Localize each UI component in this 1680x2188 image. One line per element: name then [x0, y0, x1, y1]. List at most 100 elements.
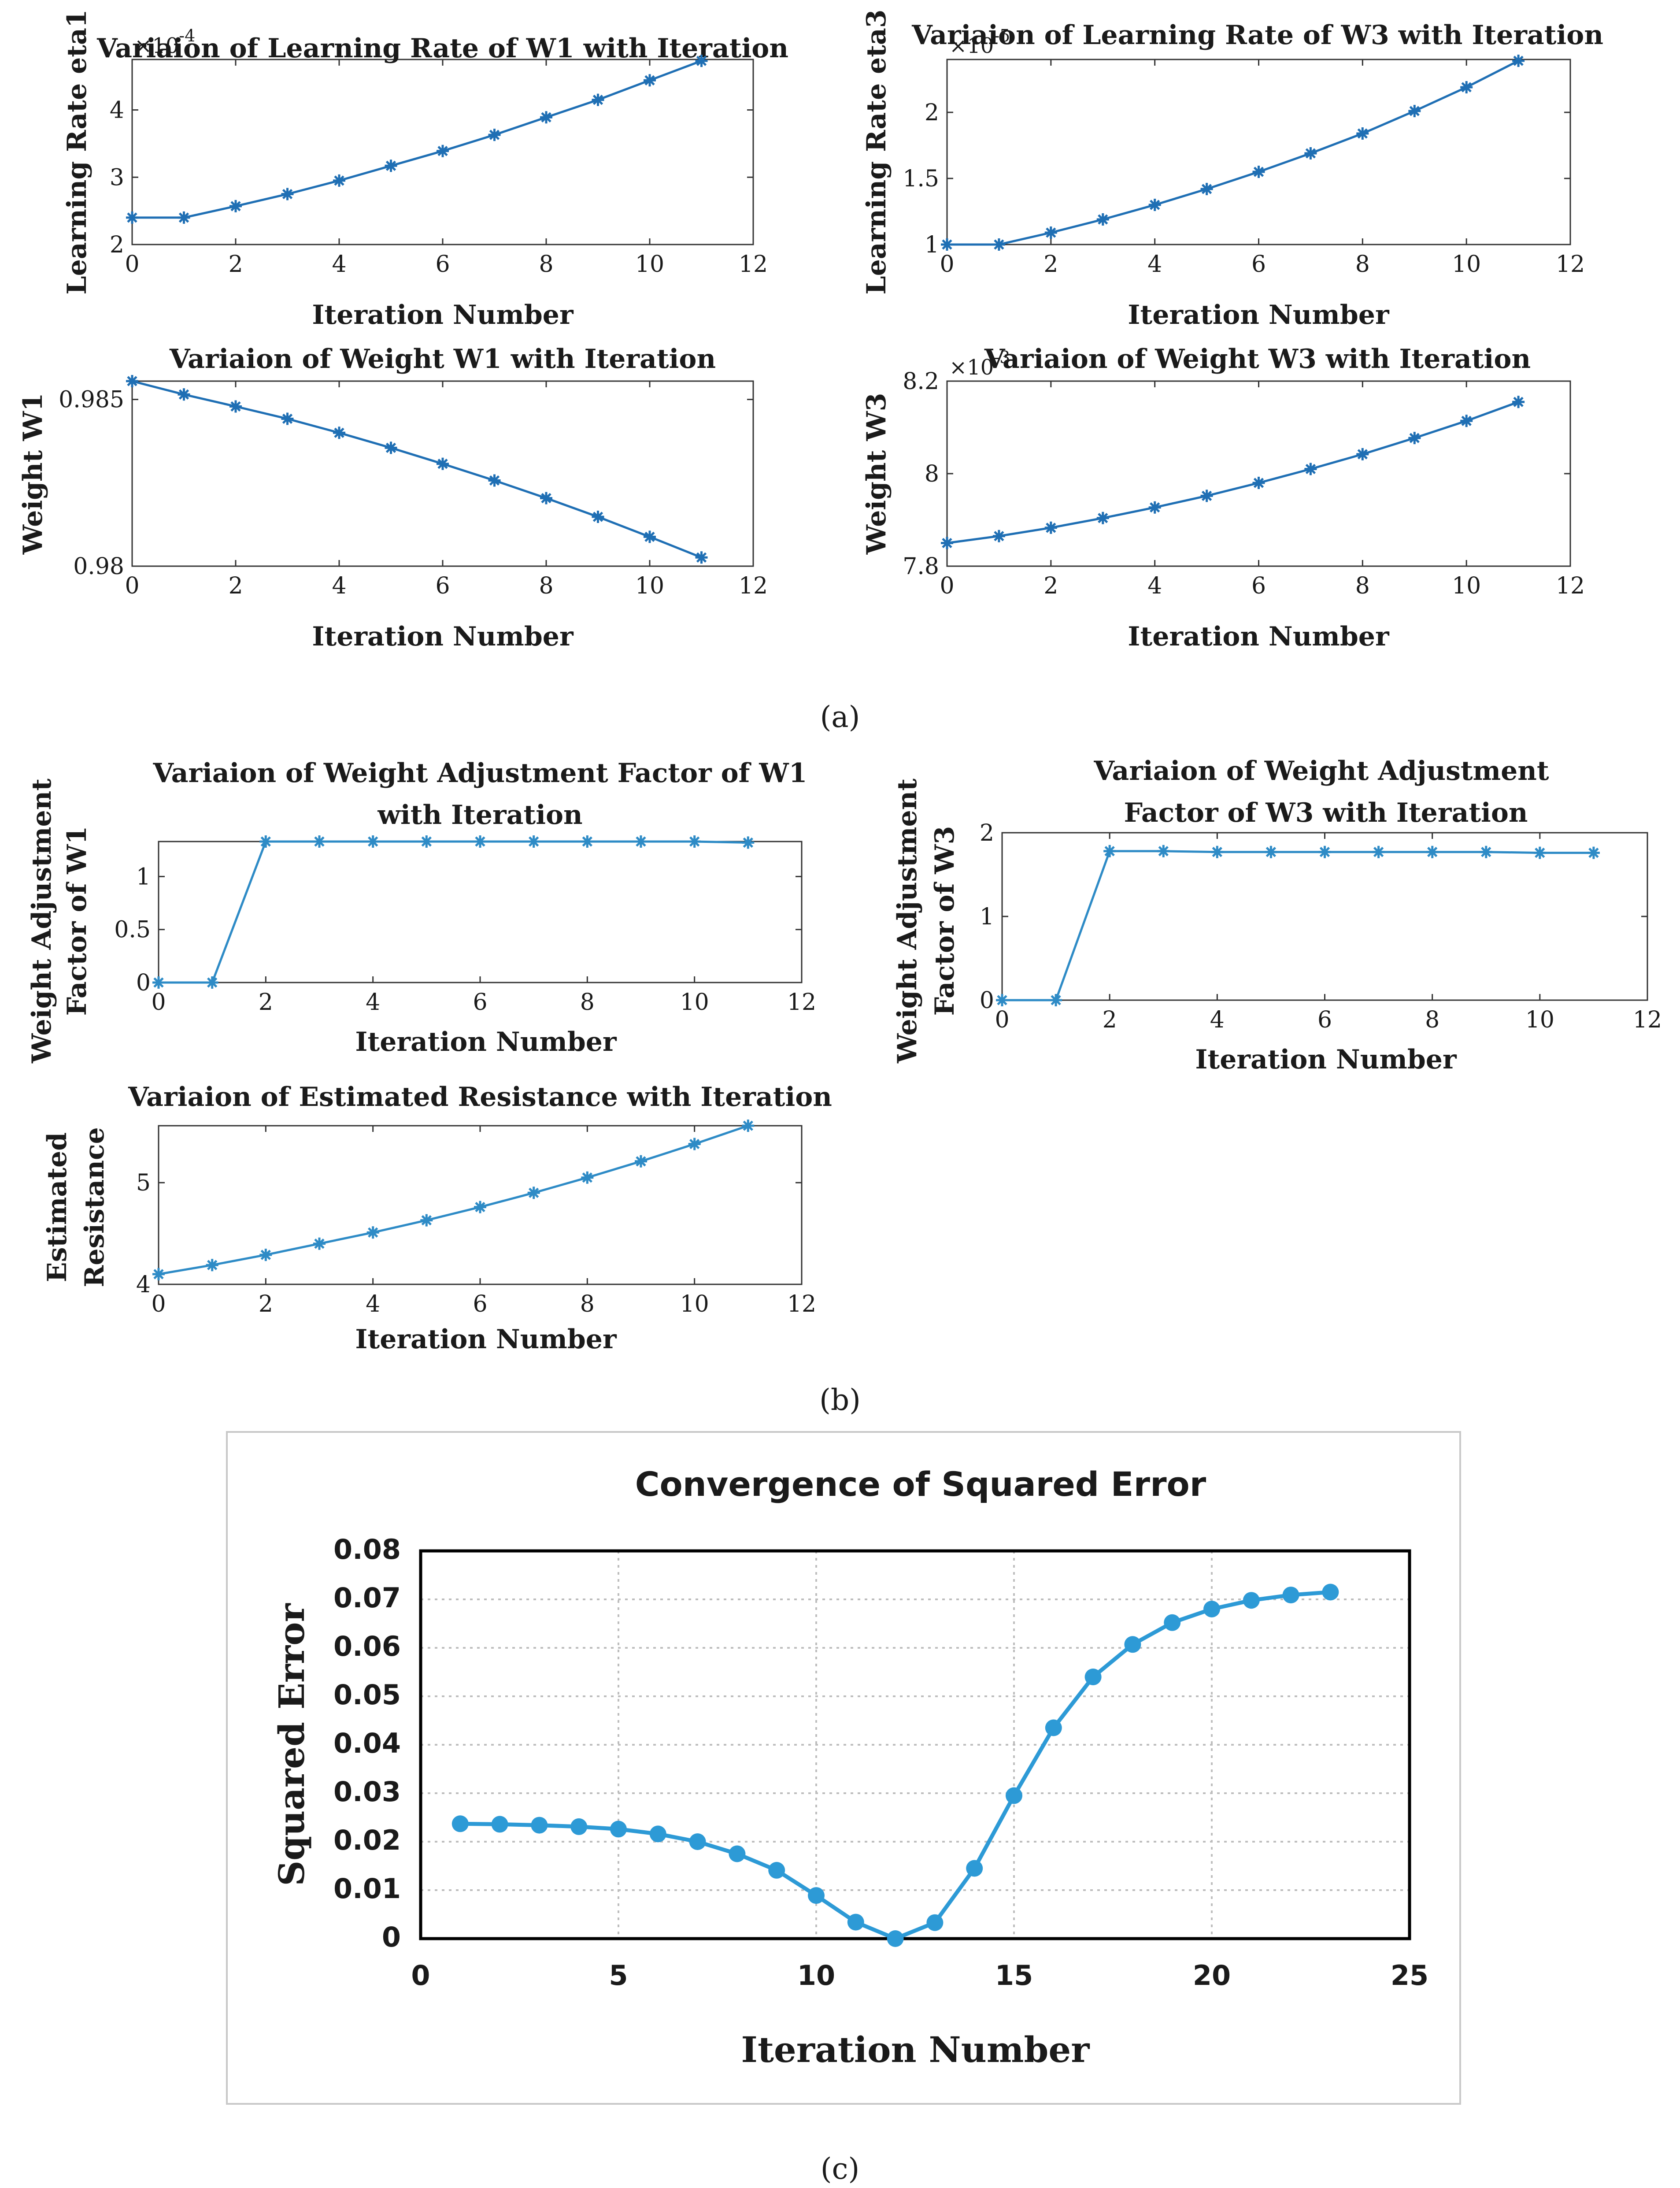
- y-tick-label: 8.2: [903, 368, 939, 395]
- x-tick-label: 8: [539, 251, 553, 278]
- y-tick-label: 7.8: [903, 553, 939, 580]
- data-point: [1148, 199, 1161, 211]
- data-point: [581, 835, 594, 848]
- exponent-base: ×10: [949, 355, 994, 380]
- x-tick-label: 6: [435, 251, 450, 278]
- x-tick-label: 8: [539, 573, 553, 599]
- x-tick-label: 0: [125, 573, 139, 599]
- data-point: [742, 1120, 755, 1132]
- plot-area: [946, 380, 1571, 567]
- y-tick-label: 0.01: [333, 1873, 401, 1905]
- plot-area: [131, 380, 754, 567]
- data-point: [1044, 521, 1057, 534]
- data-point: [229, 400, 242, 413]
- y-axis-label: Weight Adjustment: [26, 779, 57, 1064]
- series-line: [1002, 850, 1594, 1001]
- data-point: [385, 441, 397, 454]
- data-point: [887, 1930, 904, 1947]
- data-point: [333, 426, 345, 439]
- chart-sqerr: 0 5 10 15 20 25 0 0.01 0.02 0.03 0.04 0.05 0.06 0.07 0…: [271, 1465, 1428, 2070]
- x-tick-label: 0: [940, 251, 954, 278]
- x-tick-label: 6: [1251, 251, 1266, 278]
- x-tick-label: 2: [228, 573, 243, 599]
- y-tick-label: 0.08: [333, 1533, 401, 1565]
- data-point: [966, 1860, 983, 1877]
- x-tick-label: 12: [1633, 1007, 1662, 1033]
- data-point: [229, 200, 242, 212]
- y-axis-label: Weight W1: [18, 393, 48, 555]
- x-tick-label: 4: [366, 989, 380, 1016]
- data-point: [1044, 226, 1057, 239]
- data-point: [488, 474, 501, 487]
- x-tick-label: 4: [366, 1291, 380, 1317]
- y-tick-label: 2: [110, 232, 124, 258]
- x-tick-label: 10: [635, 573, 664, 599]
- x-tick-label: 5: [609, 1959, 628, 1991]
- chart-title: Variaion of Weight Adjustment: [1093, 756, 1549, 786]
- chart-title: Variaion of Learning Rate of W3 with Ite…: [911, 20, 1603, 51]
- y-tick-label: 0.04: [333, 1727, 401, 1759]
- caption-a: (a): [820, 700, 860, 734]
- data-point: [689, 1833, 706, 1850]
- data-point: [592, 93, 604, 106]
- x-tick-label: 12: [1556, 573, 1585, 599]
- data-point: [688, 835, 701, 848]
- series-line: [460, 1590, 1331, 1941]
- y-tick-label: 0.5: [114, 917, 151, 943]
- chart-title: Variaion of Weight Adjustment Factor of …: [153, 758, 807, 789]
- series-line: [158, 1124, 749, 1276]
- data-point: [941, 537, 953, 549]
- x-tick-label: 20: [1193, 1959, 1231, 1991]
- x-axis-label: Iteration Number: [355, 1027, 617, 1057]
- data-point: [1124, 1636, 1141, 1653]
- data-point: [1164, 1614, 1181, 1631]
- x-axis-label: Iteration Number: [312, 621, 574, 652]
- data-point: [126, 375, 138, 387]
- data-point: [366, 1226, 379, 1239]
- data-point: [1460, 81, 1473, 93]
- exponent-label: ×10-4: [134, 26, 195, 58]
- data-point: [1050, 994, 1062, 1006]
- series-line: [159, 840, 748, 984]
- x-tick-label: 25: [1391, 1959, 1428, 1991]
- x-tick-label: 10: [635, 251, 664, 278]
- data-point: [1045, 1719, 1062, 1736]
- data-point: [437, 145, 449, 157]
- exponent-label: ×10-3: [949, 348, 1010, 380]
- data-point: [437, 457, 449, 470]
- exponent-label: ×10-5: [949, 26, 1010, 58]
- y-tick-label: 8: [925, 461, 939, 487]
- y-tick-label: 0.03: [333, 1776, 401, 1808]
- x-tick-label: 2: [228, 251, 243, 278]
- data-point: [366, 835, 379, 848]
- chart-title-line2: Factor of W3 with Iteration: [1124, 797, 1528, 828]
- x-tick-label: 15: [995, 1959, 1033, 1991]
- x-tick-label: 4: [1147, 251, 1162, 278]
- x-tick-label: 4: [1147, 573, 1162, 599]
- exponent-base: ×10: [949, 33, 994, 58]
- y-axis-label-line2: Factor of W1: [62, 826, 93, 1016]
- chart-title-line2: with Iteration: [377, 800, 582, 831]
- data-point: [1006, 1787, 1022, 1804]
- data-point: [1203, 1601, 1220, 1617]
- data-point: [1252, 166, 1265, 178]
- data-point: [178, 388, 190, 401]
- data-point: [635, 1155, 647, 1168]
- y-tick-label: 0: [136, 970, 151, 996]
- x-tick-label: 8: [1355, 251, 1370, 278]
- data-point: [206, 1259, 218, 1272]
- data-point: [847, 1914, 864, 1931]
- data-point: [1512, 396, 1525, 408]
- x-tick-label: 6: [473, 989, 487, 1016]
- data-point: [1200, 183, 1213, 195]
- x-tick-label: 12: [1556, 251, 1585, 278]
- data-point: [451, 1815, 469, 1832]
- exponent-base: ×10: [134, 33, 179, 58]
- data-point: [1408, 432, 1421, 445]
- x-tick-label: 10: [1452, 251, 1481, 278]
- x-tick-label: 10: [1452, 573, 1481, 599]
- y-tick-label: 1.5: [903, 166, 939, 192]
- x-tick-label: 2: [1044, 573, 1058, 599]
